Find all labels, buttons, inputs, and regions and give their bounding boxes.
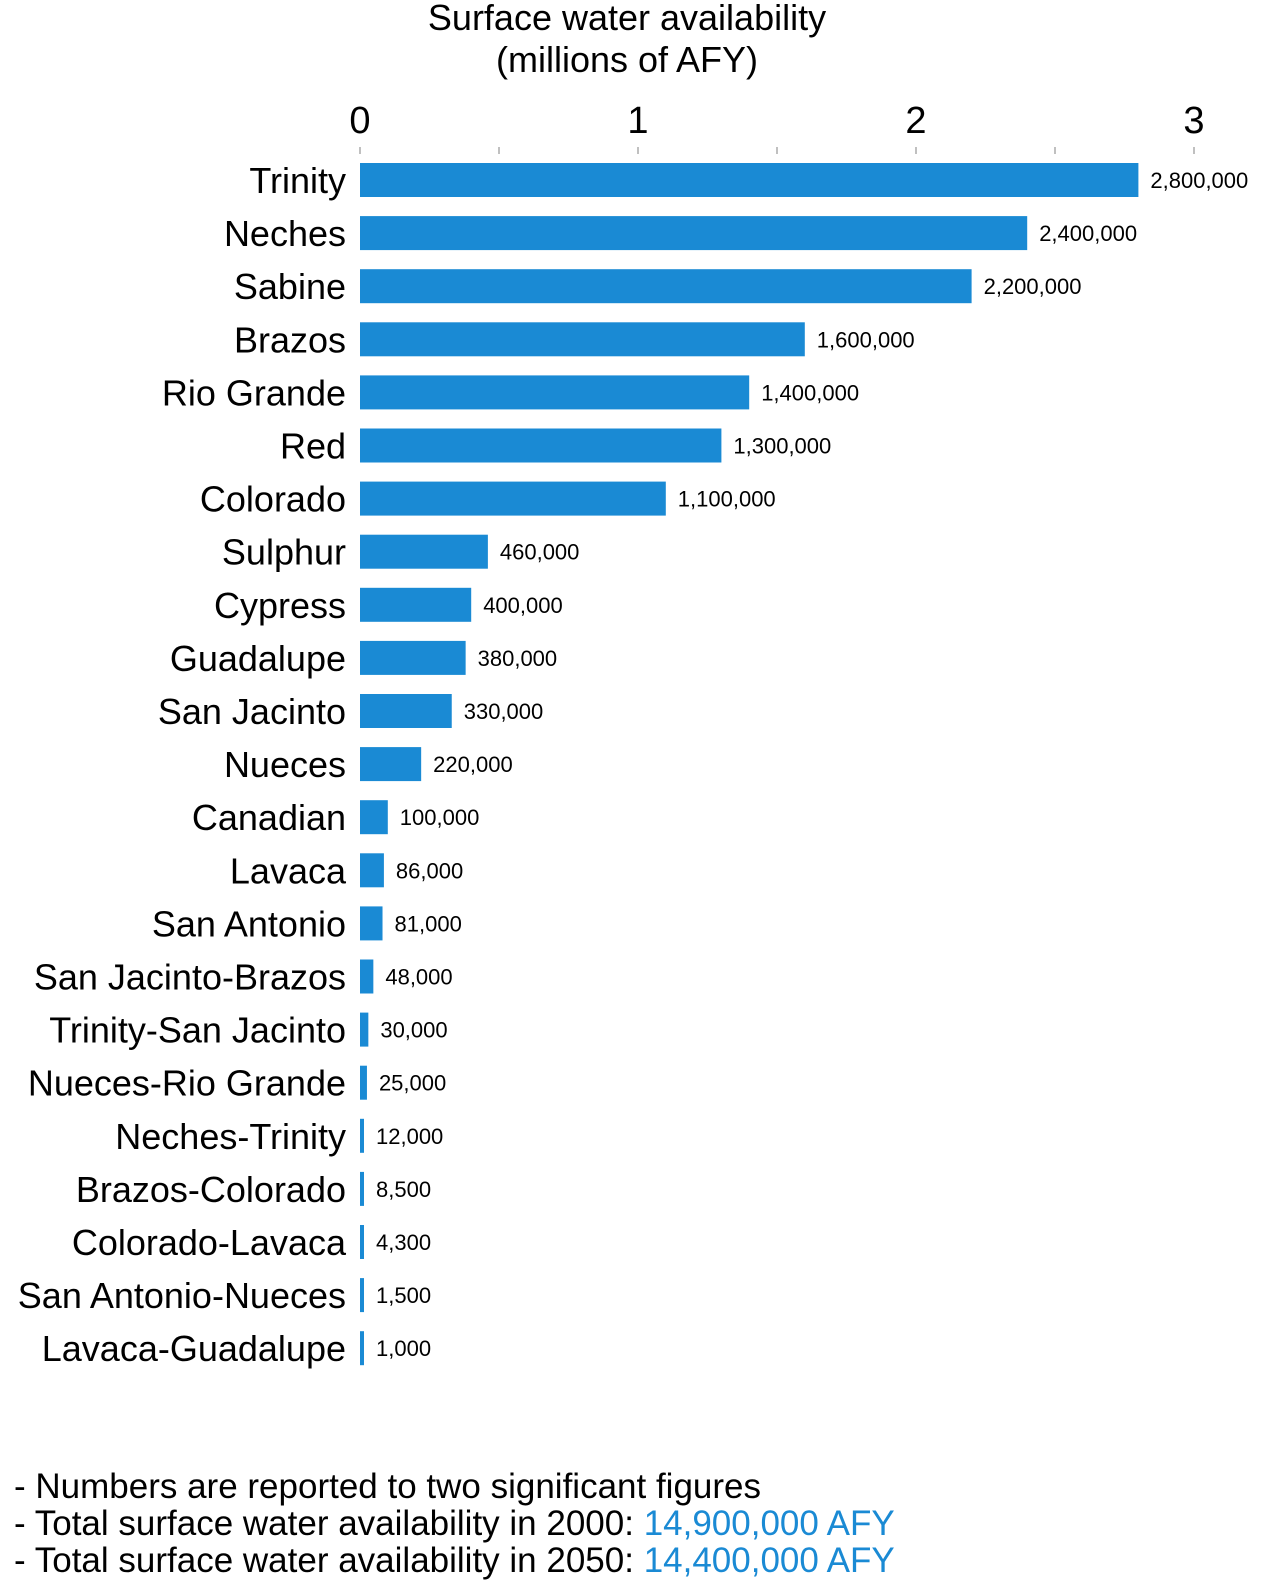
category-label: Trinity-San Jacinto	[49, 1010, 346, 1051]
bar	[360, 906, 383, 941]
value-label: 1,500	[376, 1283, 431, 1308]
value-label: 30,000	[380, 1018, 447, 1043]
bar	[360, 428, 722, 463]
value-label: 220,000	[433, 752, 513, 777]
category-label: Sulphur	[222, 532, 346, 573]
category-label: Guadalupe	[170, 638, 346, 679]
category-label: Cypress	[214, 585, 346, 626]
bar	[360, 959, 374, 994]
footnote-text: - Numbers are reported to two significan…	[14, 1467, 761, 1506]
bar	[360, 269, 972, 304]
bar	[360, 587, 472, 622]
value-label: 1,000	[376, 1336, 431, 1361]
x-tick-label: 3	[1183, 100, 1204, 142]
bar	[360, 216, 1028, 251]
category-label: Trinity	[249, 160, 346, 201]
category-label: Nueces	[224, 744, 346, 785]
bar	[360, 1012, 369, 1047]
bar	[360, 1278, 364, 1313]
value-label: 2,200,000	[984, 274, 1082, 299]
x-tick-label: 1	[627, 100, 648, 142]
bar	[360, 1225, 364, 1259]
value-label: 1,400,000	[761, 380, 859, 405]
footnote-total-2050: - Total surface water availability in 20…	[14, 1542, 895, 1579]
value-label: 48,000	[385, 965, 452, 990]
x-tick-label: 2	[905, 100, 926, 142]
value-label: 100,000	[400, 805, 480, 830]
bar	[360, 747, 422, 782]
footnote-highlight: 14,400,000 AFY	[643, 1541, 895, 1580]
category-label: Neches	[224, 213, 346, 254]
bar	[360, 1171, 364, 1206]
value-label: 12,000	[376, 1124, 443, 1149]
category-label: San Antonio	[152, 903, 346, 944]
value-label: 330,000	[464, 699, 544, 724]
value-label: 380,000	[478, 646, 558, 671]
bar	[360, 853, 384, 888]
value-label: 4,300	[376, 1230, 431, 1255]
category-label: Colorado-Lavaca	[72, 1222, 347, 1263]
category-label: Nueces-Rio Grande	[28, 1063, 346, 1104]
category-label: Lavaca	[230, 850, 347, 891]
value-label: 1,600,000	[817, 327, 915, 352]
category-label: Canadian	[192, 797, 346, 838]
value-label: 86,000	[396, 858, 463, 883]
category-label: San Jacinto-Brazos	[34, 957, 346, 998]
category-label: Rio Grande	[162, 372, 346, 413]
category-label: San Jacinto	[158, 691, 346, 732]
chart-title: Surface water availability	[428, 0, 826, 38]
chart-subtitle: (millions of AFY)	[496, 39, 758, 80]
value-label: 81,000	[395, 911, 462, 936]
bar	[360, 694, 452, 728]
footnote-text: - Total surface water availability in 20…	[14, 1504, 644, 1543]
value-label: 460,000	[500, 540, 580, 565]
bar	[360, 800, 388, 835]
value-label: 2,400,000	[1039, 221, 1137, 246]
bar	[360, 640, 466, 675]
x-axis: 0 1 2 3	[349, 100, 1205, 154]
category-label: Lavaca-Guadalupe	[42, 1328, 346, 1369]
bar	[360, 1331, 364, 1366]
value-label: 400,000	[483, 593, 563, 618]
footnote-highlight: 14,900,000 AFY	[643, 1504, 895, 1543]
x-tick-label: 0	[349, 100, 370, 142]
bar	[360, 1118, 364, 1153]
category-label: Neches-Trinity	[115, 1116, 346, 1157]
footnote-significant-figures: - Numbers are reported to two significan…	[14, 1468, 895, 1505]
value-label: 2,800,000	[1150, 168, 1248, 193]
value-label: 8,500	[376, 1177, 431, 1202]
footnotes: - Numbers are reported to two significan…	[14, 1468, 895, 1579]
category-label: Red	[280, 426, 346, 467]
bar	[360, 534, 488, 569]
value-label: 1,100,000	[678, 487, 776, 512]
bar	[360, 375, 750, 410]
value-label: 1,300,000	[733, 434, 831, 459]
footnote-total-2000: - Total surface water availability in 20…	[14, 1505, 895, 1542]
category-label: Brazos-Colorado	[76, 1169, 346, 1210]
bars: Trinity 2,800,000 Neches 2,400,000 Sabine 2,2…	[18, 160, 1248, 1369]
bar	[360, 481, 666, 516]
value-label: 25,000	[379, 1071, 446, 1096]
category-label: Colorado	[200, 479, 346, 520]
category-label: Sabine	[234, 266, 346, 307]
bar	[360, 163, 1139, 197]
footnote-text: - Total surface water availability in 20…	[14, 1541, 644, 1580]
bar-chart: Surface water availability (millions of …	[18, 0, 1248, 1369]
category-label: San Antonio-Nueces	[18, 1275, 346, 1316]
bar	[360, 322, 805, 357]
category-label: Brazos	[234, 319, 346, 360]
bar	[360, 1065, 367, 1100]
